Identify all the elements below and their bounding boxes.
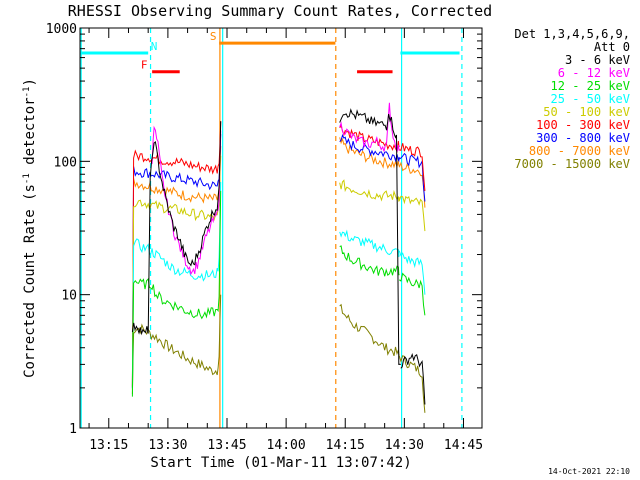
- series-line: [131, 134, 222, 389]
- series-line: [339, 179, 400, 202]
- legend-entry: 800 - 7000 keV: [529, 144, 630, 158]
- x-tick-label: 14:45: [444, 438, 483, 453]
- series-line: [339, 124, 400, 153]
- series-line: [398, 195, 426, 232]
- y-tick-label: 1: [69, 422, 77, 437]
- series-line: [398, 250, 426, 295]
- state-bar-label: S: [210, 30, 217, 43]
- series-line: [131, 146, 222, 388]
- legend-entry: 25 - 50 keV: [551, 92, 630, 106]
- series-line: [399, 143, 426, 191]
- state-bar-label: F: [141, 59, 148, 72]
- x-axis-label: Start Time (01-Mar-11 13:07:42): [150, 455, 411, 471]
- x-axis: 13:15 13:30 13:45 14:00 14:15 14:30 14:45: [88, 28, 483, 453]
- state-bar-label: N: [151, 40, 158, 53]
- legend-entry: 7000 - 15000 keV: [514, 157, 630, 171]
- x-tick-label: 13:30: [148, 438, 187, 453]
- series-line: [398, 355, 426, 413]
- x-tick-label: 13:45: [207, 438, 246, 453]
- legend-header-attenuator: Att 0: [594, 40, 630, 54]
- legend-entry: 6 - 12 keV: [558, 66, 630, 80]
- chart-title: RHESSI Observing Summary Count Rates, Co…: [68, 2, 492, 20]
- legend-entry: 3 - 6 keV: [565, 53, 630, 67]
- legend-entry: 300 - 800 keV: [536, 131, 630, 145]
- legend-header-detectors: Det 1,3,4,5,6,9,: [514, 27, 630, 41]
- y-tick-label: 100: [54, 155, 77, 170]
- series-line: [398, 152, 426, 202]
- y-tick-label: 1000: [46, 22, 77, 37]
- series-line: [339, 229, 400, 258]
- y-axis: 1 10 100 1000: [46, 22, 482, 437]
- series-line: [151, 125, 222, 276]
- x-tick-label: 14:30: [385, 438, 424, 453]
- series-line: [400, 353, 426, 405]
- series-line: [131, 190, 222, 397]
- y-tick-label: 10: [61, 289, 77, 304]
- series-line: [398, 161, 426, 208]
- series-line: [131, 181, 222, 389]
- series-line: [131, 121, 222, 336]
- series-line: [398, 272, 426, 316]
- series-line: [131, 121, 222, 387]
- series-line: [131, 155, 222, 391]
- x-tick-label: 14:00: [267, 438, 306, 453]
- series-line: [339, 303, 400, 357]
- legend-entry: 100 - 300 keV: [536, 118, 630, 132]
- series-line: [339, 133, 400, 163]
- y-axis-label: Corrected Count Rate (s-1 detector-1): [22, 78, 38, 378]
- plot-area: NF S: [80, 28, 463, 428]
- plot-frame: [79, 27, 483, 429]
- legend-entry: 50 - 100 keV: [543, 105, 630, 119]
- series-line: [339, 108, 401, 366]
- series-line: [339, 245, 400, 277]
- series-line: [131, 294, 222, 395]
- legend-entry: 12 - 25 keV: [551, 79, 630, 93]
- footer-timestamp: 14-Oct-2021 22:10: [548, 467, 630, 476]
- x-tick-label: 14:15: [326, 438, 365, 453]
- series-line: [339, 102, 400, 153]
- x-tick-label: 13:15: [89, 438, 128, 453]
